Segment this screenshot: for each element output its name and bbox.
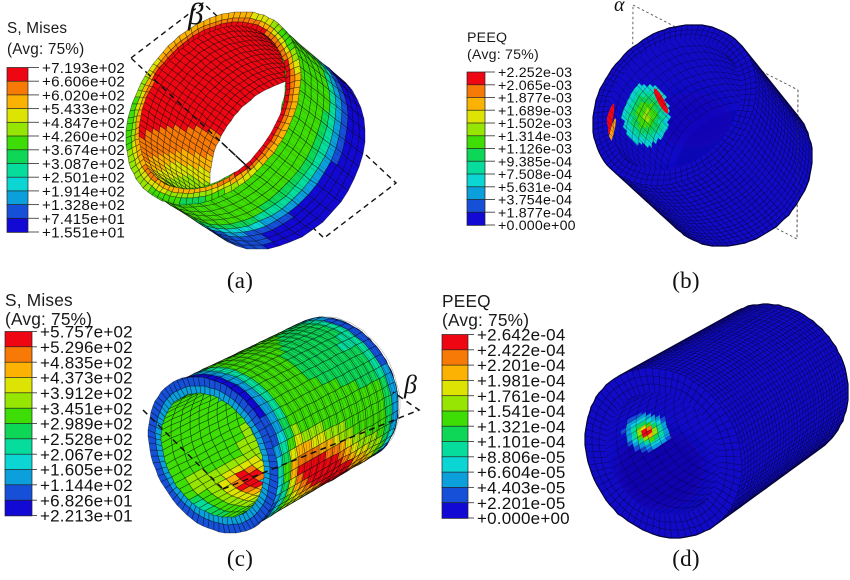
svg-text:+1.541e-04: +1.541e-04 (477, 402, 566, 421)
svg-text:+1.981e-04: +1.981e-04 (477, 372, 566, 391)
svg-text:+2.201e-04: +2.201e-04 (477, 356, 566, 375)
svg-text:+1.689e-03: +1.689e-03 (498, 103, 572, 119)
svg-text:+2.422e-04: +2.422e-04 (477, 341, 566, 360)
svg-text:+5.433e+02: +5.433e+02 (42, 101, 125, 118)
svg-text:+1.502e-03: +1.502e-03 (498, 116, 572, 132)
svg-text:+2.213e+01: +2.213e+01 (40, 507, 133, 526)
svg-text:+2.501e+02: +2.501e+02 (42, 170, 125, 187)
svg-text:(c): (c) (227, 546, 253, 571)
svg-text:(Avg: 75%): (Avg: 75%) (442, 310, 529, 330)
svg-text:+1.877e-04: +1.877e-04 (498, 205, 572, 221)
svg-text:(b): (b) (672, 268, 699, 293)
svg-text:+4.847e+02: +4.847e+02 (42, 115, 125, 132)
svg-text:S, Mises: S, Mises (7, 20, 67, 37)
svg-text:+5.757e+02: +5.757e+02 (40, 323, 133, 342)
svg-text:+1.551e+01: +1.551e+01 (42, 225, 125, 242)
svg-text:+3.912e+02: +3.912e+02 (40, 384, 133, 403)
svg-text:+7.508e-04: +7.508e-04 (498, 167, 572, 183)
svg-text:+2.201e-05: +2.201e-05 (477, 494, 566, 513)
svg-text:+1.761e-04: +1.761e-04 (477, 387, 566, 406)
svg-text:+8.806e-05: +8.806e-05 (477, 448, 566, 467)
svg-text:+1.914e+02: +1.914e+02 (42, 183, 125, 200)
svg-text:+1.101e-04: +1.101e-04 (477, 433, 566, 452)
svg-text:+6.604e-05: +6.604e-05 (477, 463, 566, 482)
svg-text:PEEQ: PEEQ (442, 291, 491, 311)
svg-text:+3.087e+02: +3.087e+02 (42, 156, 125, 173)
svg-text:PEEQ: PEEQ (467, 30, 507, 46)
svg-text:+2.989e+02: +2.989e+02 (40, 415, 133, 434)
svg-text:β: β (187, 0, 204, 31)
svg-text:+6.606e+02: +6.606e+02 (42, 74, 125, 91)
svg-text:+2.067e+02: +2.067e+02 (40, 445, 133, 464)
svg-text:+3.674e+02: +3.674e+02 (42, 142, 125, 159)
svg-text:+3.754e-04: +3.754e-04 (498, 193, 572, 209)
svg-text:+5.631e-04: +5.631e-04 (498, 180, 572, 196)
svg-text:+3.451e+02: +3.451e+02 (40, 399, 133, 418)
svg-text:+6.826e+01: +6.826e+01 (40, 491, 133, 510)
svg-text:+9.385e-04: +9.385e-04 (498, 154, 572, 170)
svg-text:+6.020e+02: +6.020e+02 (42, 87, 125, 104)
svg-text:(Avg: 75%): (Avg: 75%) (5, 309, 92, 329)
svg-text:(a): (a) (227, 268, 253, 293)
svg-text:+4.373e+02: +4.373e+02 (40, 369, 133, 388)
svg-text:+2.065e-03: +2.065e-03 (498, 78, 572, 94)
svg-text:+1.126e-03: +1.126e-03 (498, 142, 572, 158)
svg-text:+7.193e+02: +7.193e+02 (42, 60, 125, 77)
svg-text:+1.328e+02: +1.328e+02 (42, 197, 125, 214)
svg-text:+7.415e+01: +7.415e+01 (42, 211, 125, 228)
svg-text:(d): (d) (672, 546, 699, 571)
svg-text:+4.403e-05: +4.403e-05 (477, 479, 566, 498)
svg-text:(Avg: 75%): (Avg: 75%) (7, 41, 84, 58)
svg-text:+1.321e-04: +1.321e-04 (477, 417, 566, 436)
svg-text:+5.296e+02: +5.296e+02 (40, 338, 133, 357)
svg-text:S, Mises: S, Mises (5, 290, 73, 310)
svg-text:+4.835e+02: +4.835e+02 (40, 353, 133, 372)
svg-text:α: α (614, 0, 625, 16)
svg-text:+2.252e-03: +2.252e-03 (498, 65, 572, 81)
svg-text:+1.144e+02: +1.144e+02 (40, 476, 133, 495)
svg-text:+1.877e-03: +1.877e-03 (498, 91, 572, 107)
svg-text:+2.528e+02: +2.528e+02 (40, 430, 133, 449)
svg-text:β: β (403, 370, 417, 399)
svg-text:+1.314e-03: +1.314e-03 (498, 129, 572, 145)
svg-text:+0.000e+00: +0.000e+00 (477, 509, 570, 528)
svg-text:+2.642e-04: +2.642e-04 (477, 326, 566, 345)
svg-text:+1.605e+02: +1.605e+02 (40, 461, 133, 480)
svg-text:+0.000e+00: +0.000e+00 (498, 218, 576, 234)
svg-text:(Avg: 75%): (Avg: 75%) (467, 47, 539, 63)
svg-text:+4.260e+02: +4.260e+02 (42, 129, 125, 146)
